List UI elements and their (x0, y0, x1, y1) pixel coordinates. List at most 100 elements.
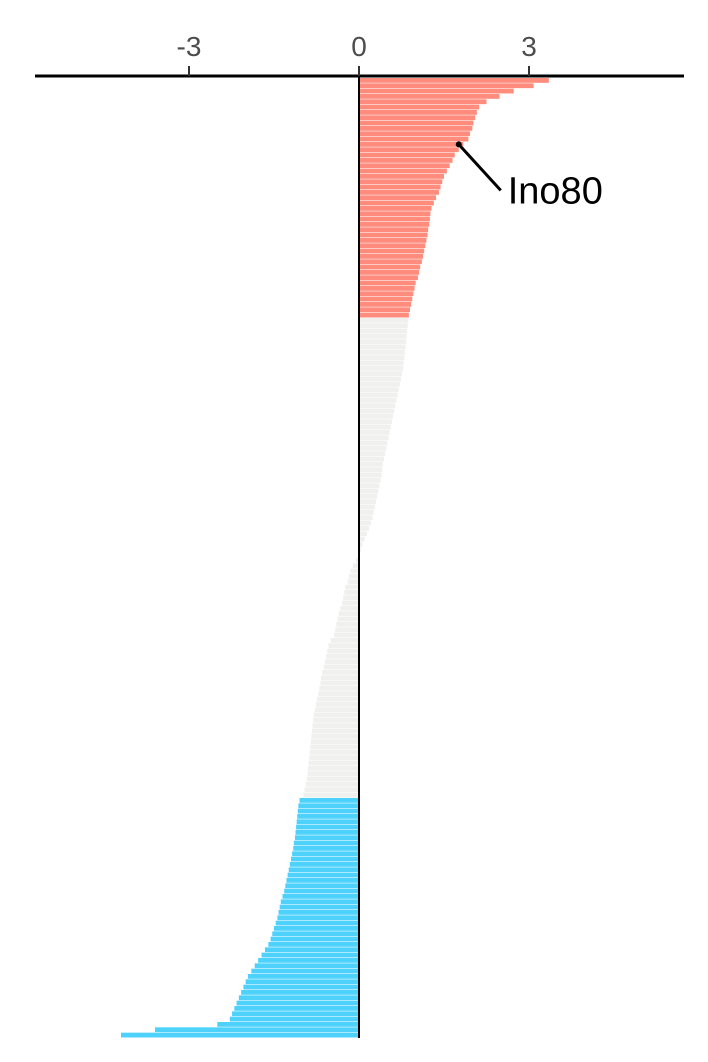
bar-up (359, 142, 464, 147)
bar-neutral (307, 771, 359, 777)
bar-neutral (304, 787, 359, 793)
bar-neutral (310, 744, 359, 750)
bar-down (232, 1011, 359, 1017)
bar-neutral (359, 542, 363, 547)
bar-down (297, 814, 359, 819)
bar-neutral (311, 728, 359, 734)
bar-down (236, 1000, 359, 1006)
bar-down (282, 894, 359, 899)
bar-neutral (359, 366, 404, 371)
bar-neutral (318, 691, 359, 697)
bar-neutral (359, 355, 405, 361)
bar-up (359, 88, 514, 94)
bar-neutral (359, 371, 403, 377)
bar-down (293, 840, 359, 846)
bar-neutral (359, 456, 384, 462)
bar-neutral (359, 350, 405, 355)
bar-up (359, 78, 549, 83)
bar-down (278, 910, 359, 915)
bar-neutral (314, 707, 359, 713)
bar-up (359, 190, 439, 195)
bar-down (296, 819, 359, 825)
bar-up (359, 120, 474, 126)
bar-neutral (342, 600, 359, 606)
bar-down (289, 862, 359, 867)
bar-up (359, 200, 434, 206)
bar-neutral (356, 558, 359, 563)
bar-down (272, 931, 359, 937)
bar-neutral (306, 776, 359, 782)
bar-neutral (359, 328, 408, 334)
bar-down (297, 808, 359, 814)
bar-down (299, 798, 359, 803)
bar-down (229, 1016, 359, 1022)
bar-neutral (327, 648, 359, 654)
x-axis-ticks: -3 0 3 (177, 31, 537, 76)
bar-up (359, 152, 455, 158)
bar-neutral (359, 472, 382, 478)
bar-up (359, 238, 427, 243)
bar-neutral (330, 638, 359, 643)
bar-neutral (359, 483, 380, 489)
bar-neutral (308, 766, 359, 771)
bar-down (241, 990, 359, 995)
bar-neutral (321, 675, 359, 681)
bar-neutral (309, 755, 359, 761)
bar-neutral (348, 574, 359, 579)
bar-neutral (313, 712, 359, 718)
bar-up (359, 163, 450, 169)
bar-up (359, 254, 424, 259)
bar-neutral (352, 563, 359, 569)
bar-up (359, 243, 426, 249)
bar-up (359, 312, 409, 318)
bar-neutral (315, 702, 359, 707)
bar-neutral (313, 718, 359, 723)
bar-neutral (359, 398, 397, 403)
bar-up (359, 158, 453, 163)
bar-neutral (359, 419, 392, 425)
bar-up (359, 296, 413, 302)
bar-neutral (308, 760, 359, 766)
bar-neutral (359, 360, 404, 366)
bar-neutral (311, 734, 359, 739)
bar-neutral (328, 643, 359, 649)
bar-neutral (359, 382, 400, 387)
bar-neutral (359, 446, 387, 451)
bar-up (359, 195, 437, 201)
bar-neutral (334, 632, 359, 638)
bar-down (154, 1027, 359, 1033)
bar-neutral (309, 750, 359, 755)
bar-down (238, 995, 359, 1001)
bar-neutral (338, 611, 359, 617)
bar-neutral (359, 430, 390, 435)
bar-neutral (312, 723, 359, 729)
bar-neutral (359, 499, 376, 505)
bar-down (254, 963, 359, 969)
bar-neutral (340, 606, 359, 611)
bar-neutral (345, 584, 359, 590)
bar-down (294, 835, 359, 841)
bar-neutral (305, 782, 359, 787)
bar-up (359, 147, 459, 153)
bar-neutral (359, 462, 383, 467)
bar-down (264, 947, 359, 953)
bar-neutral (359, 510, 374, 515)
bar-neutral (325, 659, 359, 665)
bar-up (359, 206, 432, 211)
bar-up (359, 83, 534, 89)
bar-neutral (359, 344, 406, 350)
bar-neutral (359, 478, 381, 483)
bar-up (359, 126, 473, 131)
bar-up (359, 264, 421, 270)
bar-down (120, 1032, 360, 1038)
bar-up (359, 286, 415, 291)
bar-down (258, 958, 359, 963)
bar-neutral (359, 387, 399, 393)
bar-up (359, 280, 416, 286)
bar-down (277, 915, 359, 921)
bar-neutral (336, 622, 359, 627)
bar-up (359, 184, 441, 190)
bar-neutral (359, 403, 396, 409)
bar-neutral (322, 670, 359, 675)
